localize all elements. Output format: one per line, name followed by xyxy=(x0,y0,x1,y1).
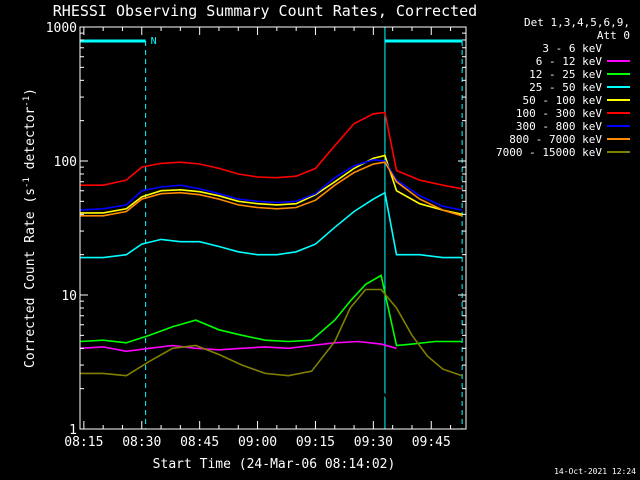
axes: 1 10 100 1000 08:15 08:30 08:45 09:00 09:15 09:30… xyxy=(46,21,467,450)
legend-label-4: 50 - 100 keV xyxy=(523,94,603,107)
x-tick-label-5: 09:30 xyxy=(354,435,393,450)
x-axis-label: Start Time (24-Mar-06 08:14:02) xyxy=(153,457,396,472)
series-line-4 xyxy=(80,154,463,216)
x-tick-label-0: 08:15 xyxy=(64,435,103,450)
y-axis-label-sup1: -1 xyxy=(22,177,32,188)
night-marker-label: N xyxy=(151,36,157,47)
series-line-7 xyxy=(80,161,463,217)
legend-label-6: 300 - 800 keV xyxy=(516,120,602,133)
timestamp: 14-Oct-2021 12:24 xyxy=(554,467,636,476)
series-line-8 xyxy=(80,288,463,377)
series-line-5 xyxy=(80,111,463,190)
legend-label-3: 25 - 50 keV xyxy=(529,81,602,94)
y-tick-label-0: 1 xyxy=(69,423,77,438)
x-tick-label-3: 09:00 xyxy=(238,435,277,450)
chart-title: RHESSI Observing Summary Count Rates, Co… xyxy=(53,2,477,20)
y-axis-label-main: Corrected Count Rate (s xyxy=(23,188,38,368)
x-tick-label-4: 09:15 xyxy=(296,435,335,450)
y-tick-label-3: 1000 xyxy=(46,21,77,36)
legend-label-0: 3 - 6 keV xyxy=(542,42,602,55)
legend-label-5: 100 - 300 keV xyxy=(516,107,602,120)
y-tick-label-2: 100 xyxy=(54,155,77,170)
x-tick-label-2: 08:45 xyxy=(180,435,219,450)
legend-label-1: 6 - 12 keV xyxy=(536,55,603,68)
legend-header-line2: Att 0 xyxy=(597,29,630,42)
series-line-1 xyxy=(79,340,397,353)
x-tick-label-1: 08:30 xyxy=(122,435,161,450)
legend-label-7: 800 - 7000 keV xyxy=(509,133,602,146)
y-axis-label: Corrected Count Rate (s-1 detector-1) xyxy=(22,88,38,368)
y-axis-label-mid: detector xyxy=(23,107,38,178)
series-line-3 xyxy=(80,191,463,259)
legend-label-2: 12 - 25 keV xyxy=(529,68,602,81)
legend-label-8: 7000 - 15000 keV xyxy=(496,146,602,159)
plot-frame xyxy=(79,26,467,430)
legend-header-line1: Det 1,3,4,5,6,9, xyxy=(524,16,630,29)
x-tick-label-6: 09:45 xyxy=(412,435,451,450)
y-axis-label-end: ) xyxy=(23,88,38,96)
series-line-0 xyxy=(334,366,398,430)
y-axis-label-sup2: -1 xyxy=(22,96,32,107)
y-tick-label-1: 10 xyxy=(61,289,77,304)
series-line-2 xyxy=(79,274,463,347)
plot-area: N xyxy=(79,27,463,430)
